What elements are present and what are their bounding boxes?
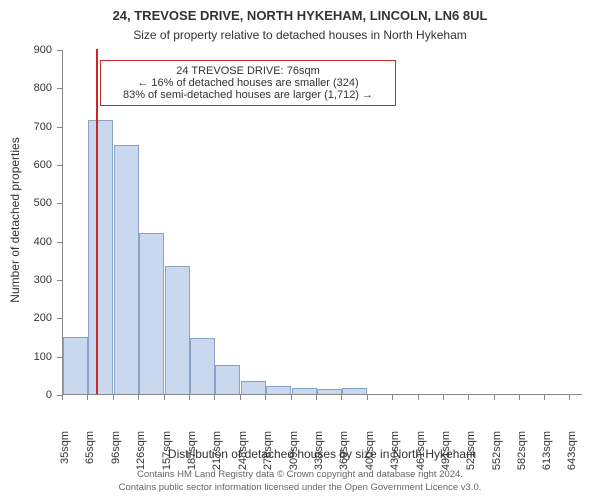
y-tick-label: 100	[0, 351, 52, 363]
y-tick-mark	[57, 280, 62, 281]
y-tick-mark	[57, 318, 62, 319]
histogram-bar	[342, 388, 367, 394]
x-tick-mark	[138, 395, 139, 400]
x-tick-mark	[113, 395, 114, 400]
x-tick-mark	[87, 395, 88, 400]
y-tick-label: 900	[0, 44, 52, 56]
y-tick-label: 600	[0, 159, 52, 171]
y-tick-mark	[57, 127, 62, 128]
annotation-line2: ← 16% of detached houses are smaller (32…	[109, 77, 387, 89]
x-tick-mark	[418, 395, 419, 400]
chart-title: 24, TREVOSE DRIVE, NORTH HYKEHAM, LINCOL…	[0, 8, 600, 23]
y-tick-mark	[57, 165, 62, 166]
x-tick-mark	[367, 395, 368, 400]
histogram-bar	[317, 389, 342, 394]
y-tick-label: 400	[0, 236, 52, 248]
histogram-bar	[165, 266, 190, 394]
histogram-bar	[215, 365, 240, 394]
histogram-bar	[88, 120, 113, 394]
y-tick-mark	[57, 203, 62, 204]
y-tick-mark	[57, 50, 62, 51]
x-tick-mark	[443, 395, 444, 400]
x-tick-mark	[62, 395, 63, 400]
x-tick-mark	[189, 395, 190, 400]
x-axis-label: Distribution of detached houses by size …	[62, 447, 582, 461]
x-tick-mark	[392, 395, 393, 400]
y-tick-label: 500	[0, 197, 52, 209]
y-tick-label: 200	[0, 312, 52, 324]
footer-line2: Contains public sector information licen…	[0, 482, 600, 493]
annotation-line1: 24 TREVOSE DRIVE: 76sqm	[109, 65, 387, 77]
x-tick-mark	[544, 395, 545, 400]
x-tick-mark	[164, 395, 165, 400]
y-tick-label: 0	[0, 389, 52, 401]
histogram-bar	[190, 338, 215, 394]
x-tick-mark	[519, 395, 520, 400]
annotation-line3: 83% of semi-detached houses are larger (…	[109, 89, 387, 101]
histogram-bar	[266, 386, 291, 394]
histogram-bar	[114, 145, 139, 394]
histogram-bar	[63, 337, 88, 395]
x-tick-mark	[265, 395, 266, 400]
x-tick-mark	[569, 395, 570, 400]
histogram-bar	[292, 388, 317, 394]
y-axis-label: Number of detached properties	[8, 120, 22, 320]
x-tick-mark	[494, 395, 495, 400]
property-marker-line	[96, 49, 98, 394]
x-tick-mark	[240, 395, 241, 400]
property-size-histogram: 24, TREVOSE DRIVE, NORTH HYKEHAM, LINCOL…	[0, 0, 600, 500]
x-tick-mark	[291, 395, 292, 400]
y-tick-label: 700	[0, 121, 52, 133]
footer-line1: Contains HM Land Registry data © Crown c…	[0, 469, 600, 480]
y-tick-mark	[57, 88, 62, 89]
x-tick-mark	[468, 395, 469, 400]
x-tick-mark	[341, 395, 342, 400]
histogram-bar	[139, 233, 164, 394]
y-tick-mark	[57, 357, 62, 358]
chart-subtitle: Size of property relative to detached ho…	[0, 28, 600, 42]
y-tick-mark	[57, 242, 62, 243]
annotation-box: 24 TREVOSE DRIVE: 76sqm ← 16% of detache…	[100, 60, 396, 106]
x-tick-mark	[214, 395, 215, 400]
y-tick-label: 800	[0, 82, 52, 94]
y-tick-label: 300	[0, 274, 52, 286]
histogram-bar	[241, 381, 266, 394]
x-tick-mark	[316, 395, 317, 400]
